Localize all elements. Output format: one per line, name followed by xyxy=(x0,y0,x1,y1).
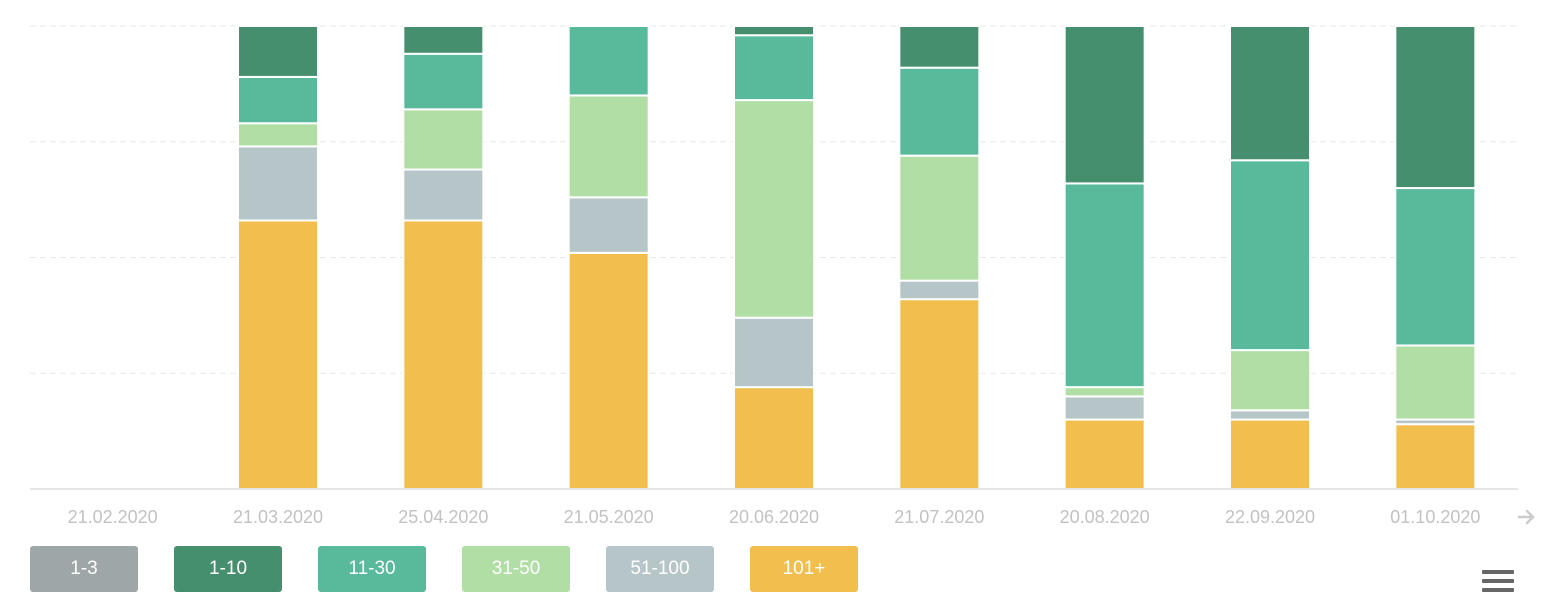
legend-item-11-30[interactable]: 11-30 xyxy=(318,546,426,592)
x-axis-labels: 21.02.2020 21.03.2020 25.04.2020 21.05.2020… xyxy=(68,507,1481,527)
bar-segment-11-30[interactable] xyxy=(733,34,815,102)
bar-segment-11-30[interactable] xyxy=(567,25,650,97)
bar-segment-31-50[interactable] xyxy=(402,108,485,171)
bar-segment-11-30[interactable] xyxy=(237,75,319,125)
legend-item-31-50[interactable]: 31-50 xyxy=(462,546,570,592)
x-tick-label: 20.06.2020 xyxy=(729,507,819,527)
x-tick-label: 22.09.2020 xyxy=(1225,507,1315,527)
bar-segment-51-100[interactable] xyxy=(237,145,319,222)
bars xyxy=(237,25,1477,491)
legend-item-101-plus[interactable]: 101+ xyxy=(750,546,858,592)
arrow-right-icon[interactable] xyxy=(1517,509,1535,525)
hamburger-menu-icon[interactable] xyxy=(1482,570,1514,596)
bar-segment-31-50[interactable] xyxy=(733,99,815,319)
bar-segment-1-10[interactable] xyxy=(402,25,485,55)
x-tick-label: 21.03.2020 xyxy=(233,507,323,527)
bar-segment-51-100[interactable] xyxy=(1063,395,1146,421)
bar-segment-1-10[interactable] xyxy=(898,25,981,69)
bar-segment-11-30[interactable] xyxy=(898,66,981,157)
bar-segment-1-10[interactable] xyxy=(733,25,815,37)
bar-segment-31-50[interactable] xyxy=(898,154,981,282)
x-tick-label: 21.07.2020 xyxy=(894,507,984,527)
bar-segment-31-50[interactable] xyxy=(567,94,650,199)
bar-segment-51-100[interactable] xyxy=(567,196,650,254)
bar-segment-101-plus[interactable] xyxy=(1063,418,1146,490)
bar-segment-1-10[interactable] xyxy=(1229,25,1311,162)
x-tick-label: 21.02.2020 xyxy=(68,507,158,527)
bar-segment-1-10[interactable] xyxy=(1063,25,1146,185)
bar-segment-51-100[interactable] xyxy=(733,316,815,389)
bar-segment-31-50[interactable] xyxy=(1229,349,1311,412)
bar-segment-101-plus[interactable] xyxy=(733,386,815,491)
bar-segment-11-30[interactable] xyxy=(1229,159,1311,352)
bar-segment-31-50[interactable] xyxy=(1394,344,1477,421)
bar-segment-11-30[interactable] xyxy=(402,52,485,111)
x-tick-label: 21.05.2020 xyxy=(564,507,654,527)
x-tick-label: 01.10.2020 xyxy=(1390,507,1480,527)
bar-segment-51-100[interactable] xyxy=(898,279,981,301)
x-tick-label: 20.08.2020 xyxy=(1060,507,1150,527)
stacked-bar-chart: 21.02.2020 21.03.2020 25.04.2020 21.05.2020… xyxy=(30,25,1535,527)
bar-segment-101-plus[interactable] xyxy=(237,219,319,491)
legend: 1-3 1-10 11-30 31-50 51-100 101+ xyxy=(30,546,858,592)
x-tick-label: 25.04.2020 xyxy=(398,507,488,527)
bar-segment-101-plus[interactable] xyxy=(402,219,485,491)
bar-segment-11-30[interactable] xyxy=(1394,187,1477,347)
bar-segment-11-30[interactable] xyxy=(1063,182,1146,389)
bar-segment-1-10[interactable] xyxy=(1394,25,1477,190)
legend-item-1-3[interactable]: 1-3 xyxy=(30,546,138,592)
bar-segment-51-100[interactable] xyxy=(1229,409,1311,421)
bar-segment-101-plus[interactable] xyxy=(567,251,650,490)
bar-segment-31-50[interactable] xyxy=(237,122,319,148)
bar-segment-101-plus[interactable] xyxy=(1394,423,1477,490)
legend-item-1-10[interactable]: 1-10 xyxy=(174,546,282,592)
legend-item-51-100[interactable]: 51-100 xyxy=(606,546,714,592)
bar-segment-1-10[interactable] xyxy=(237,25,319,78)
bar-segment-51-100[interactable] xyxy=(402,168,485,222)
bar-segment-101-plus[interactable] xyxy=(1229,418,1311,490)
bar-segment-101-plus[interactable] xyxy=(898,298,981,491)
bar-segment-31-50[interactable] xyxy=(1063,386,1146,398)
